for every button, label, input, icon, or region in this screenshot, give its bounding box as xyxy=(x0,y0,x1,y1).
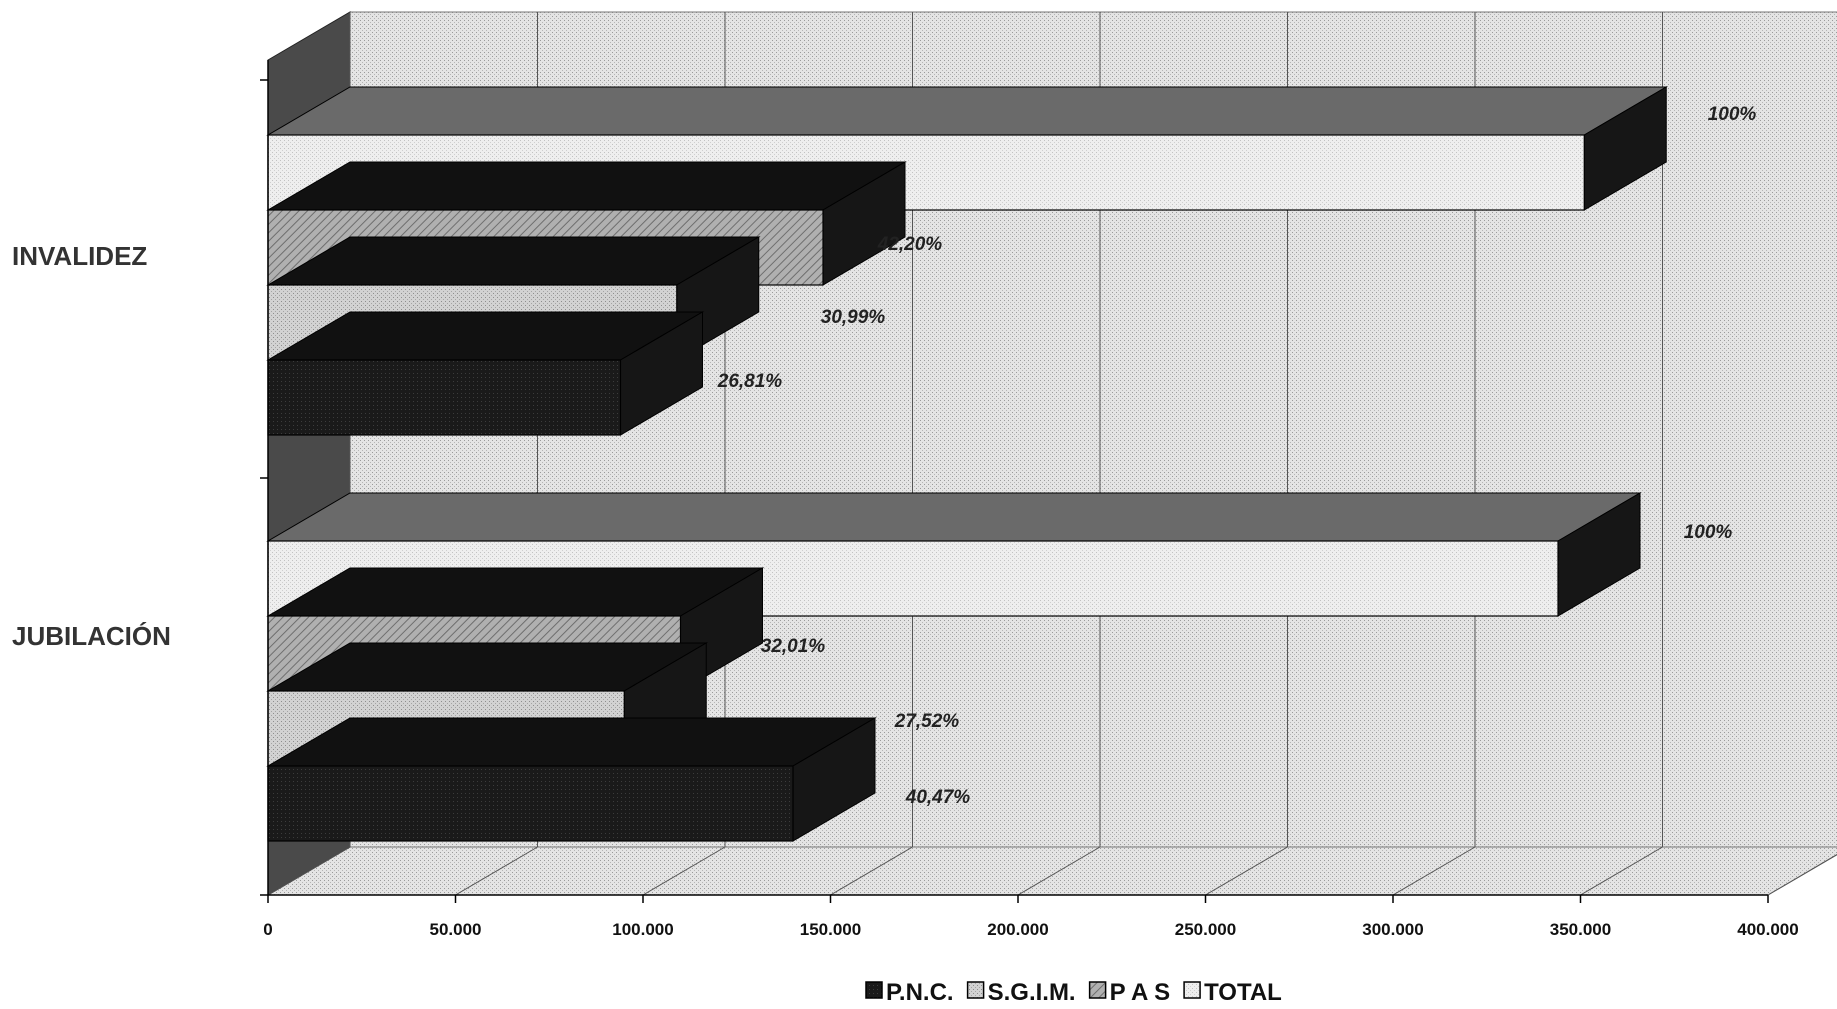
gridline-floor xyxy=(830,846,913,896)
category-label: JUBILACIÓN xyxy=(12,621,171,651)
bar-top-face xyxy=(266,236,761,286)
x-tick-label: 50.000 xyxy=(430,920,482,939)
legend-swatch xyxy=(966,981,985,999)
data-label: 32,01% xyxy=(761,636,826,657)
gridline-floor xyxy=(1392,846,1476,896)
data-label: 40,47% xyxy=(905,787,971,808)
category-label: INVALIDEZ xyxy=(12,241,147,271)
gridline-floor xyxy=(455,846,538,896)
gridline-floor xyxy=(1017,846,1101,896)
gridline-floor xyxy=(1205,846,1288,896)
x-tick-label: 300.000 xyxy=(1362,920,1423,939)
bar-top-face xyxy=(266,86,1669,136)
category-labels: INVALIDEZ JUBILACIÓN xyxy=(12,241,171,651)
legend-label: P.N.C. xyxy=(886,979,954,1006)
bars xyxy=(266,86,1669,842)
data-labels: 26,81% 30,99% 42,20% 100% 40,47% 27,52% 32,01%… xyxy=(717,104,1757,808)
legend-swatch xyxy=(1183,981,1201,999)
bar-front-face xyxy=(267,765,794,842)
x-tick-label: 100.000 xyxy=(612,920,673,939)
gridline-floor xyxy=(1767,854,1837,896)
data-label: 100% xyxy=(1708,104,1757,125)
bar-jubilación-pnc xyxy=(266,717,877,842)
data-label: 42,20% xyxy=(877,234,943,255)
bar-top-face xyxy=(266,717,877,767)
legend: P.N.C. S.G.I.M. P A S TOTAL xyxy=(865,979,1282,1006)
legend-label: S.G.I.M. xyxy=(988,979,1076,1006)
x-tick-label: 150.000 xyxy=(800,920,861,939)
gridline-floor xyxy=(267,846,351,896)
bar-invalidez-pnc xyxy=(266,311,705,436)
legend-label: TOTAL xyxy=(1204,979,1282,1006)
data-label: 27,52% xyxy=(894,711,960,732)
data-label: 100% xyxy=(1684,522,1733,543)
bar-top-face xyxy=(266,161,907,211)
bar-top-face xyxy=(266,492,1642,542)
x-tick-label: 350.000 xyxy=(1550,920,1611,939)
legend-swatch xyxy=(865,981,883,999)
data-label: 26,81% xyxy=(717,371,783,392)
x-tick-label: 400.000 xyxy=(1737,920,1798,939)
gridline-floor xyxy=(1580,846,1663,896)
bar-front-face xyxy=(267,359,622,436)
data-label: 30,99% xyxy=(821,307,886,328)
x-axis: 0 50.000 100.000 150.000 200.000 250.000 300.0… xyxy=(260,60,1799,939)
x-tick-label: 250.000 xyxy=(1175,920,1236,939)
legend-label: P A S xyxy=(1110,979,1170,1006)
x-tick-label: 200.000 xyxy=(987,920,1048,939)
gridline-floor xyxy=(642,846,726,896)
legend-swatch xyxy=(1088,981,1107,999)
bar-top-face xyxy=(266,567,765,617)
x-tick-label: 0 xyxy=(263,920,272,939)
floor xyxy=(266,846,1837,896)
